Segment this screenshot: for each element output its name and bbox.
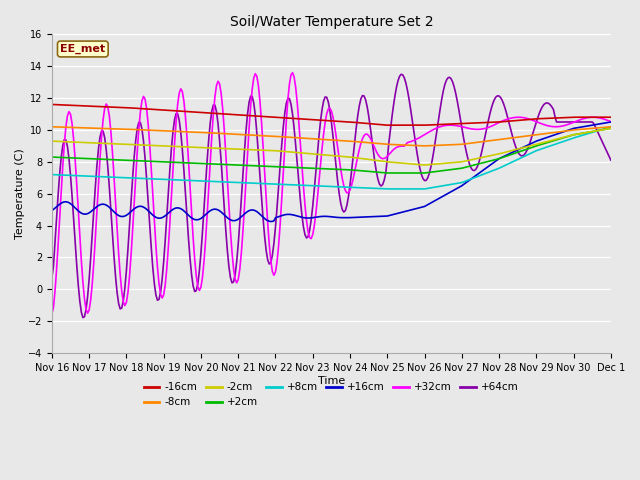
+32cm [152,243,160,249]
+2cm [366,168,374,174]
Line: -16cm: -16cm [52,105,611,125]
+2cm [48,154,56,160]
+64cm [397,72,405,77]
+32cm [48,312,56,317]
-16cm [383,122,391,128]
-8cm [63,124,71,130]
-2cm [366,157,374,163]
Title: Soil/Water Temperature Set 2: Soil/Water Temperature Set 2 [230,15,433,29]
+64cm [79,315,87,321]
Text: EE_met: EE_met [60,44,106,54]
+16cm [152,215,160,220]
-8cm [607,124,614,130]
+32cm [607,119,614,124]
+64cm [387,127,394,133]
+8cm [383,186,391,192]
+2cm [540,141,548,146]
+2cm [152,158,160,164]
-16cm [366,121,374,127]
+64cm [401,75,408,81]
+64cm [48,275,56,281]
+64cm [368,136,376,142]
+16cm [368,214,376,219]
-16cm [387,122,394,128]
Y-axis label: Temperature (C): Temperature (C) [15,148,25,239]
+64cm [63,144,71,149]
+2cm [387,170,394,176]
-2cm [152,143,160,148]
-16cm [540,116,548,121]
+16cm [399,209,406,215]
Line: +32cm: +32cm [52,72,611,314]
+32cm [399,143,406,149]
-8cm [397,142,405,148]
+32cm [368,138,376,144]
-16cm [399,122,406,128]
+32cm [289,70,296,75]
+16cm [63,199,71,205]
+8cm [540,145,548,151]
+16cm [48,207,56,213]
+16cm [267,218,275,224]
+64cm [607,157,614,163]
+16cm [387,212,394,218]
Line: +16cm: +16cm [52,122,611,221]
+2cm [383,170,391,176]
+32cm [387,150,394,156]
-16cm [63,102,71,108]
+16cm [540,135,548,141]
-2cm [397,160,405,166]
-2cm [385,159,393,165]
-2cm [48,138,56,144]
Line: -2cm: -2cm [52,128,611,165]
Line: +2cm: +2cm [52,128,611,173]
-8cm [420,143,428,149]
-16cm [152,107,160,112]
+32cm [540,122,548,128]
+8cm [152,176,160,182]
Legend: -16cm, -8cm, -2cm, +2cm, +8cm, +16cm, +32cm, +64cm: -16cm, -8cm, -2cm, +2cm, +8cm, +16cm, +3… [140,378,523,412]
-8cm [540,131,548,137]
+2cm [399,170,406,176]
Line: -8cm: -8cm [52,127,611,146]
+2cm [63,155,71,161]
+64cm [154,297,161,303]
+8cm [387,186,394,192]
Line: +64cm: +64cm [52,74,611,318]
+32cm [63,113,71,119]
X-axis label: Time: Time [317,375,345,385]
+8cm [48,172,56,178]
+8cm [607,124,614,130]
Line: +8cm: +8cm [52,127,611,189]
-8cm [152,128,160,133]
+16cm [607,119,614,125]
+64cm [542,100,550,106]
+8cm [63,172,71,178]
+8cm [366,185,374,191]
-2cm [63,139,71,144]
-16cm [607,114,614,120]
-2cm [607,125,614,131]
+8cm [399,186,406,192]
+2cm [607,125,614,131]
-16cm [48,102,56,108]
-8cm [385,142,393,147]
-2cm [540,139,548,145]
-2cm [420,162,428,168]
-8cm [366,140,374,146]
-8cm [48,124,56,130]
